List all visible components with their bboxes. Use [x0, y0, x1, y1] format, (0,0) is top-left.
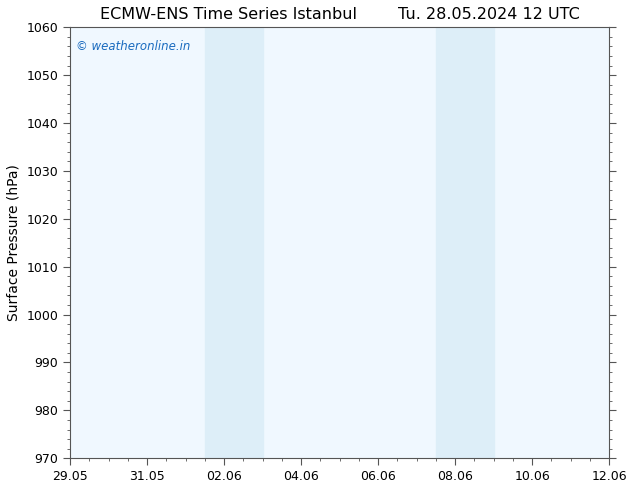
- Title: ECMW-ENS Time Series Istanbul        Tu. 28.05.2024 12 UTC: ECMW-ENS Time Series Istanbul Tu. 28.05.…: [100, 7, 579, 22]
- Bar: [436, 27, 494, 458]
- Text: © weatheronline.in: © weatheronline.in: [75, 40, 190, 53]
- Bar: [205, 27, 262, 458]
- Y-axis label: Surface Pressure (hPa): Surface Pressure (hPa): [7, 164, 21, 321]
